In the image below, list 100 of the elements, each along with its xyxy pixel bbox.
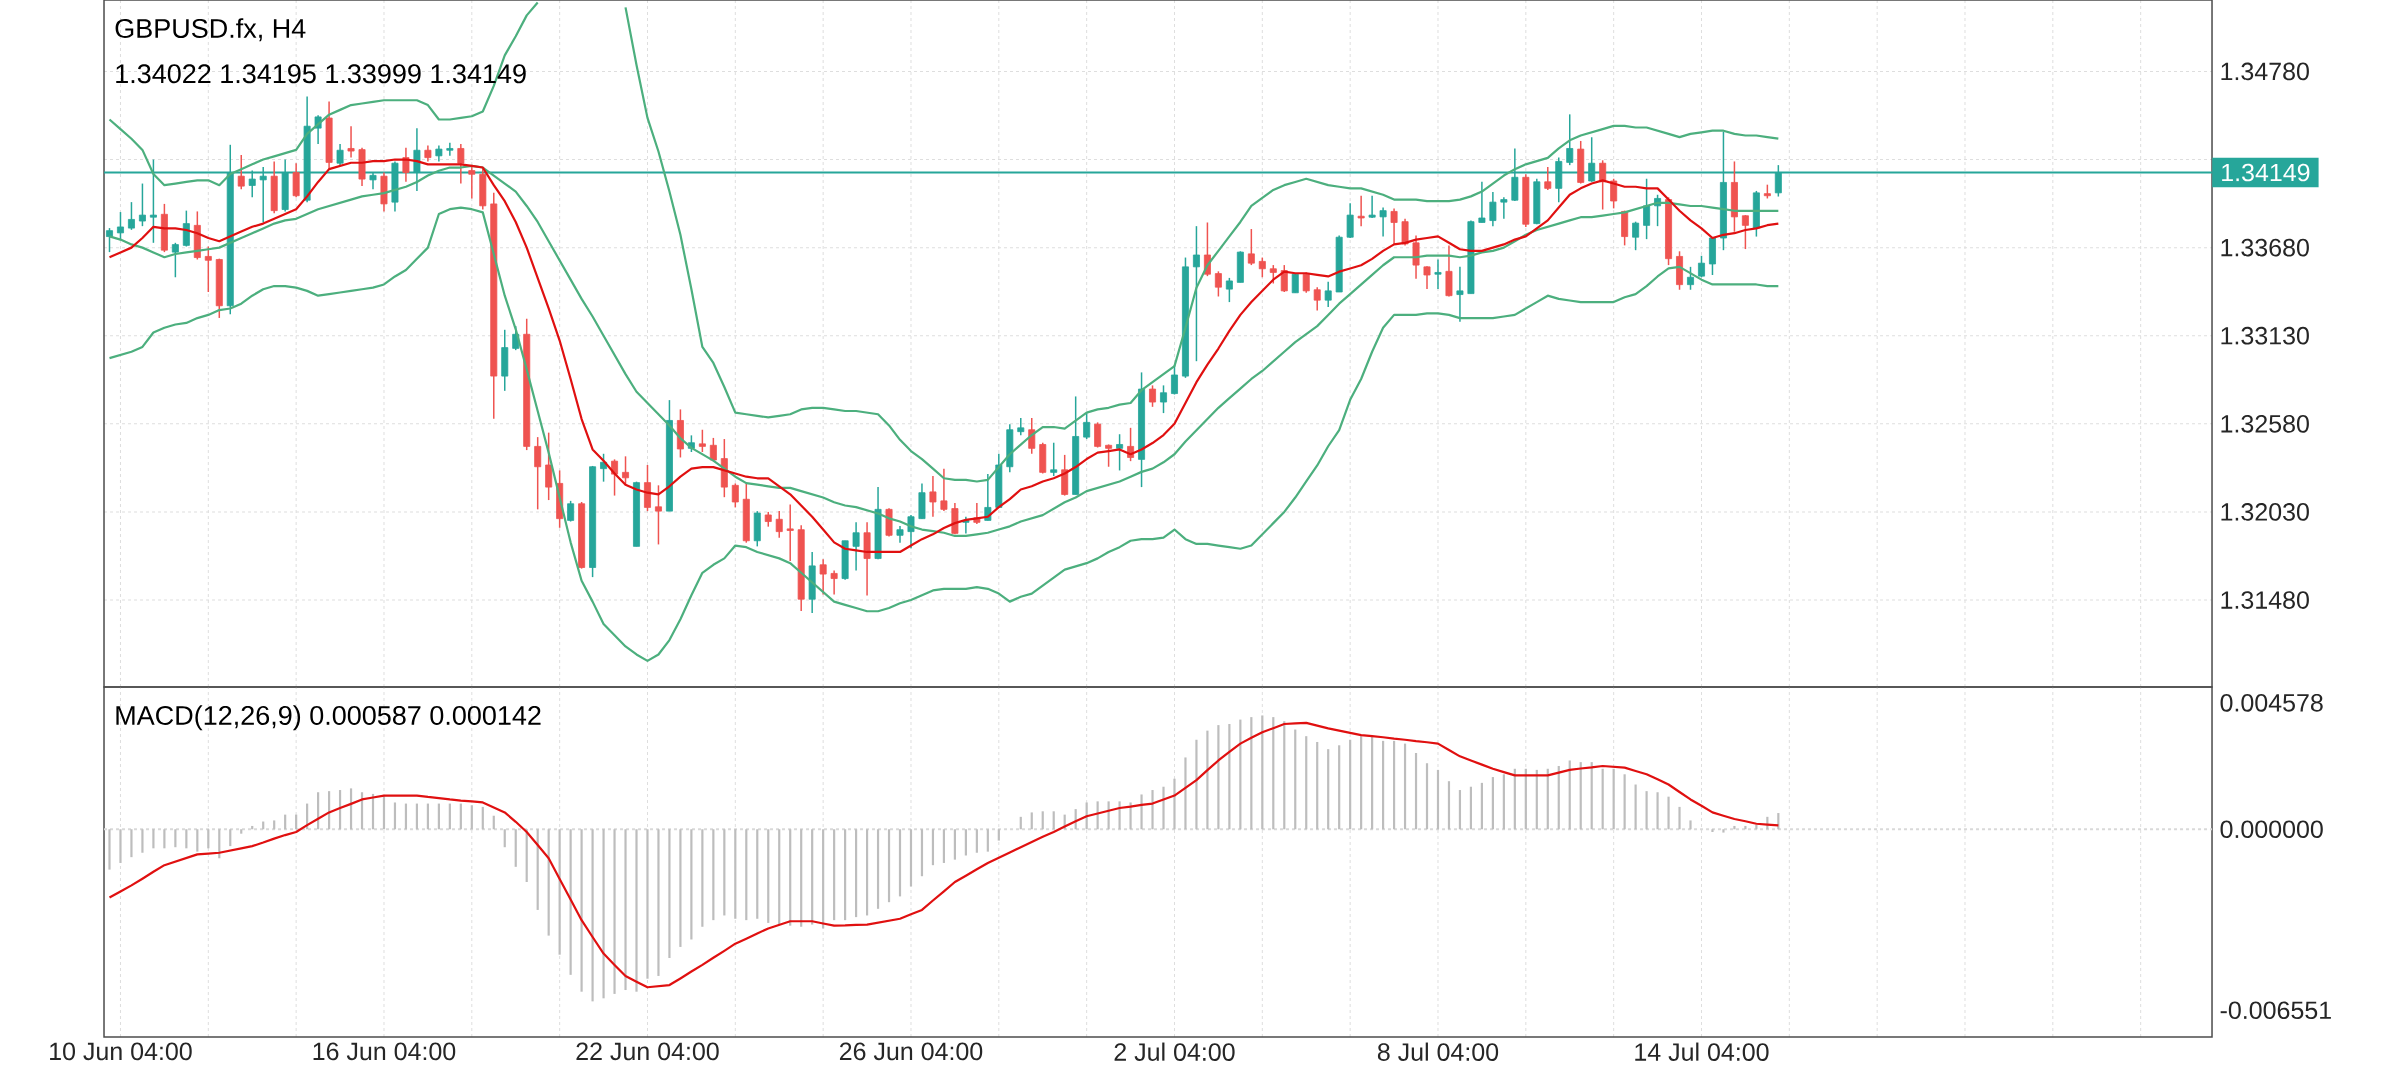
bar — [876, 829, 880, 909]
bar — [1623, 774, 1626, 830]
candlestick — [446, 142, 454, 157]
bar — [1371, 736, 1374, 830]
bar — [997, 829, 1000, 841]
bar — [229, 829, 232, 847]
y-tick-label: 1.32030 — [2221, 503, 2309, 521]
x-tick-label: 10 Jun 04:00 — [50, 1042, 192, 1061]
candlestick — [1105, 443, 1113, 468]
bar — [690, 829, 693, 940]
candlestick — [545, 431, 553, 501]
bar — [1206, 730, 1209, 830]
bar — [1491, 777, 1494, 830]
candlestick — [1357, 194, 1365, 227]
bar — [470, 805, 473, 830]
candlestick — [654, 484, 662, 546]
candlestick — [1390, 207, 1398, 245]
bar — [152, 829, 155, 849]
bar — [393, 802, 397, 830]
bar — [811, 829, 814, 925]
candlestick — [830, 569, 838, 596]
bar — [953, 829, 956, 860]
candlestick — [1247, 228, 1255, 266]
bar — [844, 829, 847, 921]
candlestick — [1160, 384, 1167, 414]
bar — [591, 829, 594, 1002]
bar — [1195, 739, 1198, 830]
candlestick — [336, 143, 344, 166]
candlestick — [1379, 206, 1387, 238]
bar — [887, 829, 891, 903]
bar — [1722, 829, 1725, 833]
bar — [1656, 792, 1659, 830]
bar — [119, 829, 122, 863]
bar — [865, 829, 869, 916]
bar — [800, 829, 803, 927]
bar — [141, 829, 144, 853]
bar — [898, 829, 902, 897]
bar — [931, 829, 935, 866]
bar — [1480, 782, 1483, 830]
y-tick-label: 1.32580 — [2221, 414, 2309, 433]
candlestick — [1324, 280, 1332, 308]
candlestick — [567, 500, 575, 523]
bar — [1030, 812, 1033, 830]
candlestick — [138, 182, 146, 227]
candlestick — [292, 162, 300, 199]
candlestick — [786, 503, 794, 562]
bar — [1392, 740, 1396, 830]
bar — [1689, 820, 1692, 830]
bar — [1305, 736, 1308, 830]
candlestick — [468, 164, 476, 200]
bar — [745, 829, 748, 921]
bar — [196, 829, 199, 852]
candlestick — [457, 143, 465, 185]
candlestick — [347, 125, 355, 159]
bar — [207, 829, 210, 849]
bar — [1502, 774, 1505, 830]
bar — [1458, 790, 1462, 830]
ref-line-label: 1.34149 — [2222, 163, 2310, 182]
bar — [624, 829, 627, 991]
candlestick — [237, 154, 245, 190]
bar — [1612, 768, 1615, 830]
bar — [778, 829, 781, 925]
candlestick — [1149, 384, 1156, 408]
candlestick — [1346, 202, 1354, 239]
bar — [942, 829, 946, 863]
bar — [1403, 743, 1407, 830]
bar — [1294, 729, 1297, 830]
candlestick — [698, 429, 706, 453]
bar — [1744, 825, 1747, 830]
candlestick — [1423, 265, 1431, 290]
candlestick — [1643, 178, 1651, 240]
bar — [1601, 768, 1604, 830]
x-tick-label: 8 Jul 04:00 — [1377, 1042, 1499, 1061]
bar — [174, 829, 177, 848]
x-tick-label: 2 Jul 04:00 — [1114, 1042, 1235, 1061]
candlestick — [1083, 412, 1091, 440]
candlestick — [1313, 286, 1321, 312]
bar — [854, 829, 858, 918]
bar — [1129, 802, 1132, 830]
candlestick — [929, 475, 937, 518]
bar — [668, 829, 671, 958]
candlestick — [907, 514, 915, 550]
bar — [130, 829, 133, 858]
candlestick — [1412, 234, 1420, 280]
bar — [1140, 794, 1143, 830]
bar — [986, 829, 989, 852]
candlestick — [1500, 196, 1508, 220]
candlestick — [1478, 181, 1486, 224]
bar — [646, 829, 649, 979]
candlestick — [171, 242, 179, 279]
candlestick — [1368, 194, 1376, 219]
candlestick — [1028, 417, 1036, 455]
bar — [1425, 763, 1429, 830]
bar — [734, 829, 737, 919]
candlestick — [940, 467, 948, 512]
bar — [1634, 784, 1637, 830]
bar — [723, 829, 726, 916]
bar — [185, 829, 188, 849]
bar — [1173, 778, 1176, 830]
bar — [1151, 790, 1154, 830]
